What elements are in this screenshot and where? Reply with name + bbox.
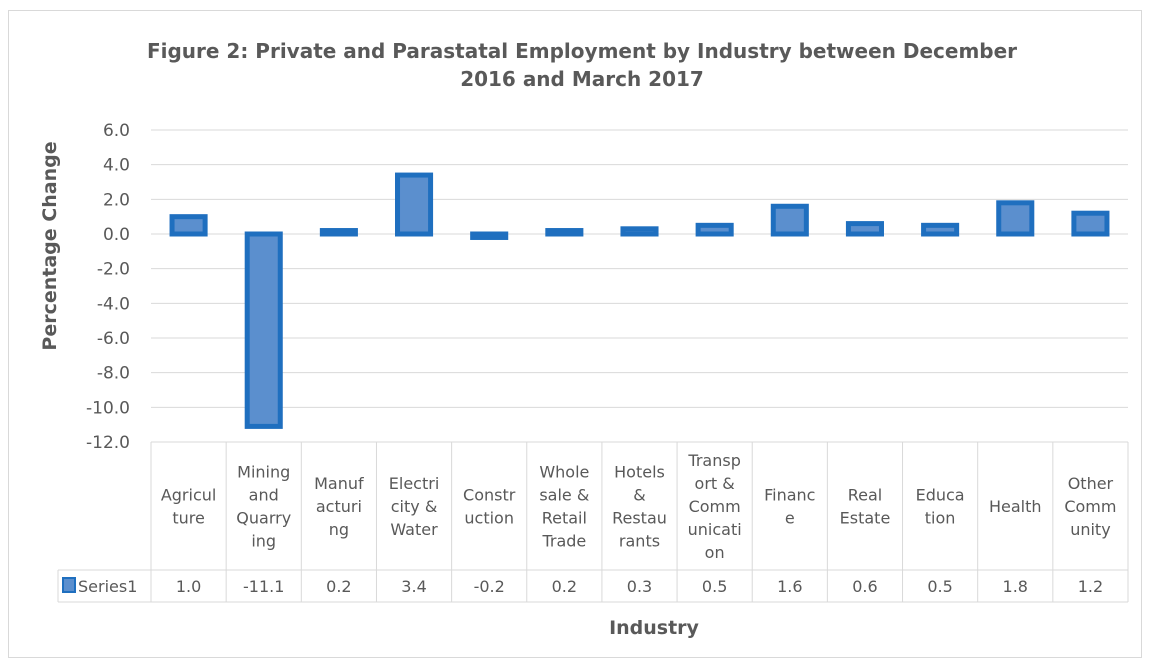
bar: [770, 203, 809, 237]
y-tick-label: -8.0: [97, 364, 130, 384]
bar: [620, 226, 659, 237]
category-label: Constr uction: [463, 486, 516, 528]
y-axis-ticks: 6.0 4.0 2.0 0.0 -2.0 -4.0 -6.0 -8.0 -10.0 -12.0: [86, 121, 130, 453]
category-label: Manuf acturi ng: [314, 474, 364, 539]
y-tick-label: 2.0: [103, 190, 130, 210]
bar: [395, 172, 434, 237]
data-value-label: 0.2: [326, 577, 351, 596]
category-label: Hotels & Restau rants: [612, 463, 667, 551]
bar: [244, 231, 283, 429]
y-tick-label: -2.0: [97, 260, 130, 280]
data-value-label: 0.5: [927, 577, 952, 596]
chart-frame: [8, 10, 1142, 658]
data-value-label: 1.2: [1078, 577, 1103, 596]
data-value-label: 0.6: [852, 577, 877, 596]
bar: [695, 222, 734, 237]
data-value-label: 1.8: [1003, 577, 1028, 596]
bar: [319, 228, 358, 237]
bar: [545, 228, 584, 237]
y-axis-title: Percentage Change: [39, 141, 61, 350]
data-value-label: 0.3: [627, 577, 652, 596]
category-label: Real Estate: [840, 486, 891, 528]
chart-title-line: Figure 2: Private and Parastatal Employm…: [147, 39, 1017, 63]
bar: [845, 221, 884, 237]
category-label: Transp ort & Comm unicati on: [687, 451, 741, 562]
y-tick-label: -12.0: [86, 433, 130, 453]
category-label: Other Comm unity: [1064, 474, 1116, 539]
data-table: Agricul ture Mining and Quarry ing Manuf acturi…: [57, 441, 1129, 603]
y-tick-label: -6.0: [97, 329, 130, 349]
category-label: Agricul ture: [161, 486, 217, 528]
x-axis-title: Industry: [609, 617, 699, 639]
data-value-label: -11.1: [243, 577, 284, 596]
gridlines: [151, 129, 1128, 443]
y-tick-label: -4.0: [97, 294, 130, 314]
data-value-label: 1.0: [176, 577, 201, 596]
bar: [470, 231, 509, 240]
bars: [169, 172, 1110, 429]
category-label: Health: [989, 497, 1042, 516]
bar: [996, 200, 1035, 237]
data-value-label: 1.6: [777, 577, 802, 596]
data-value-label: 0.5: [702, 577, 727, 596]
data-value-label: -0.2: [474, 577, 505, 596]
category-label: Educa tion: [916, 486, 965, 528]
bar: [1071, 210, 1110, 237]
data-value-label: 3.4: [401, 577, 426, 596]
category-label: Whole sale & Retail Trade: [539, 463, 589, 551]
category-label: Financ e: [764, 486, 815, 528]
y-tick-label: -10.0: [86, 398, 130, 418]
data-value-label: 0.2: [552, 577, 577, 596]
legend-series-name: Series1: [78, 577, 137, 596]
y-tick-label: 0.0: [103, 225, 130, 245]
chart-title: Figure 2: Private and Parastatal Employm…: [147, 39, 1017, 91]
chart-title-line: 2016 and March 2017: [460, 67, 704, 91]
legend-key: [62, 577, 76, 593]
category-label: Electri city & Water: [389, 474, 440, 539]
bar: [169, 214, 208, 237]
y-tick-label: 4.0: [103, 156, 130, 176]
category-label: Mining and Quarry ing: [236, 463, 291, 551]
y-tick-label: 6.0: [103, 121, 130, 141]
bar: [921, 222, 960, 237]
